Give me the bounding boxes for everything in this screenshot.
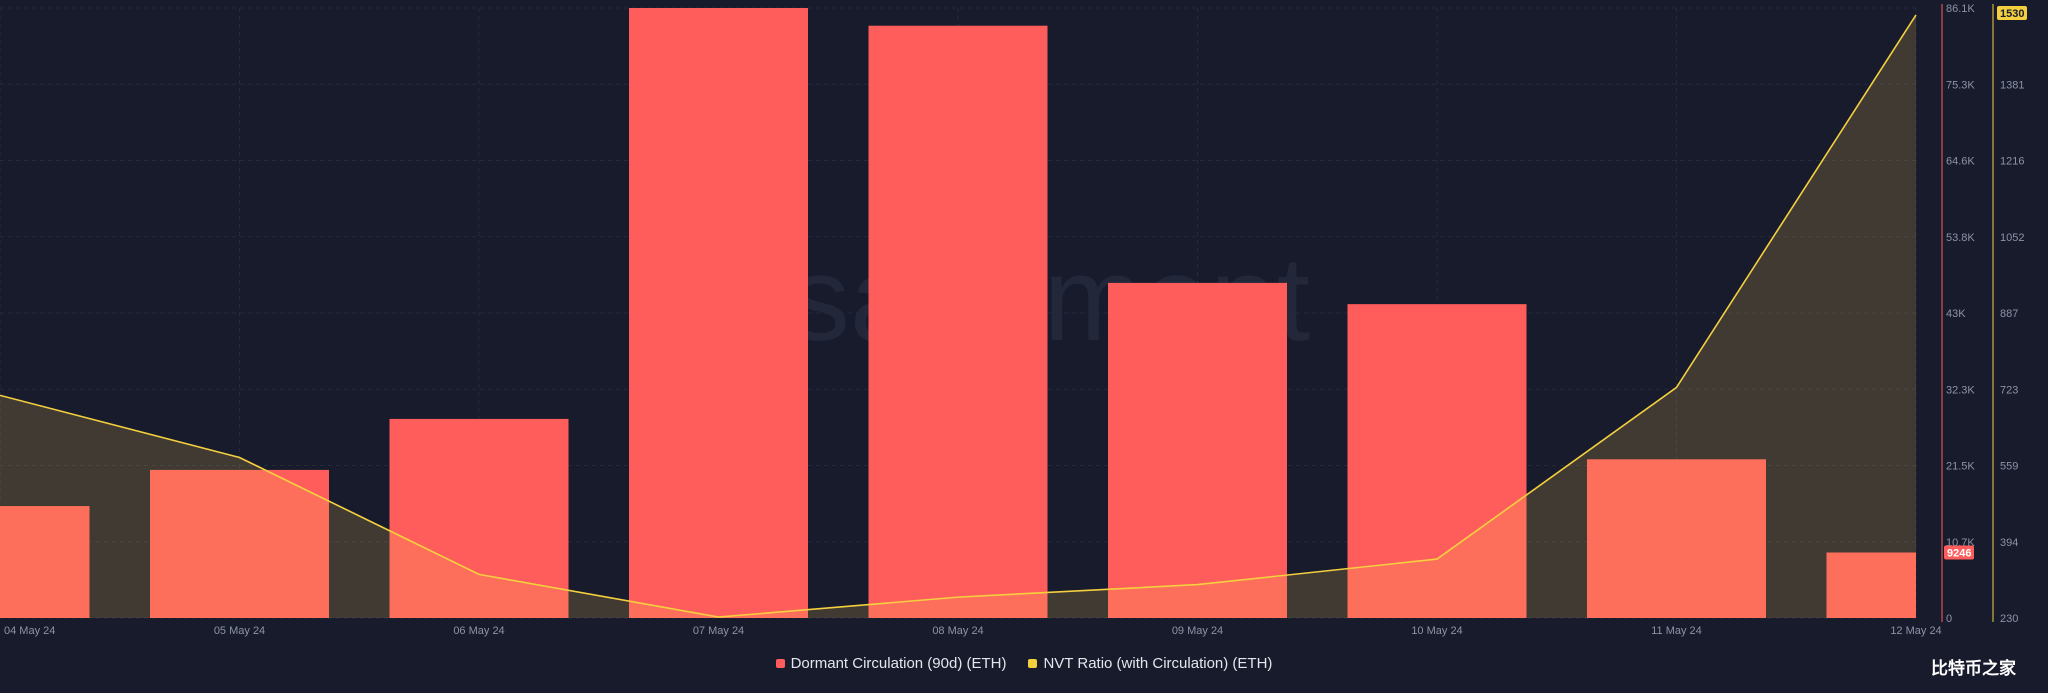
left-axis-tick: 75.3K: [1946, 79, 1975, 91]
left-axis-tick: 0: [1946, 613, 1952, 625]
bar: [629, 8, 808, 618]
right-current-value: 1530: [2000, 8, 2024, 20]
bar: [1826, 552, 1916, 618]
right-current-value-badge: [1997, 6, 2027, 20]
right-axis-tick: 394: [2000, 537, 2018, 549]
bar: [150, 469, 329, 618]
x-axis-tick: 08 May 24: [932, 625, 983, 637]
x-axis-tick: 04 May 24: [4, 625, 55, 637]
x-axis-tick: 12 May 24: [1890, 625, 1941, 637]
area-series: [0, 14, 1917, 618]
left-current-value: 9246: [1947, 547, 1971, 559]
left-axis-tick: 32.3K: [1946, 384, 1975, 396]
x-axis-tick: 09 May 24: [1172, 625, 1223, 637]
legend-swatch-nvt: [1028, 659, 1038, 668]
brand-logo-text: 比特币之家: [1931, 659, 2016, 679]
right-axis-tick: 230: [2000, 613, 2018, 625]
bar: [1587, 459, 1766, 618]
right-axis-tick: 1052: [2000, 232, 2024, 244]
left-axis-tick: 43K: [1946, 308, 1966, 320]
x-axis-tick: 07 May 24: [693, 625, 744, 637]
legend-label-dormant: Dormant Circulation (90d) (ETH): [790, 655, 1007, 672]
left-current-value-badge: [1944, 545, 1974, 560]
left-axis-tick: 64.6K: [1946, 156, 1975, 168]
area-fill: [0, 14, 1916, 618]
x-axis-tick: 05 May 24: [214, 625, 265, 637]
legend-label-nvt: NVT Ratio (with Circulation) (ETH): [1043, 655, 1273, 672]
left-axis-tick: 86.1K: [1946, 3, 1975, 15]
legend-item-dormant[interactable]: Dormant Circulation (90d) (ETH): [775, 655, 1007, 672]
axes: 010.7K21.5K32.3K43K53.8K64.6K75.3K86.1K2…: [4, 3, 2027, 637]
left-axis-tick: 21.5K: [1946, 461, 1975, 473]
x-axis-tick: 11 May 24: [1651, 625, 1702, 637]
x-axis-tick: 06 May 24: [453, 625, 504, 637]
bar: [0, 506, 90, 618]
chart-area: santiment 010.7K21.5K32.3K43K53.8K64.6K7…: [0, 3, 2027, 637]
right-axis-tick: 723: [2000, 384, 2018, 396]
line-nvt: [0, 14, 1917, 618]
right-axis-tick: 1381: [2000, 79, 2024, 91]
legend-swatch-dormant: [775, 659, 785, 668]
bar: [868, 25, 1048, 618]
bar: [1108, 282, 1287, 618]
left-axis-tick: 53.8K: [1946, 232, 1975, 244]
right-axis-tick: 559: [2000, 461, 2018, 473]
legend-item-nvt[interactable]: NVT Ratio (with Circulation) (ETH): [1028, 655, 1272, 672]
right-axis-tick: 1216: [2000, 156, 2024, 168]
right-axis-tick: 887: [2000, 308, 2018, 320]
chart-legend: Dormant Circulation (90d) (ETH) NVT Rati…: [0, 655, 2048, 672]
x-axis-tick: 10 May 24: [1411, 625, 1462, 637]
